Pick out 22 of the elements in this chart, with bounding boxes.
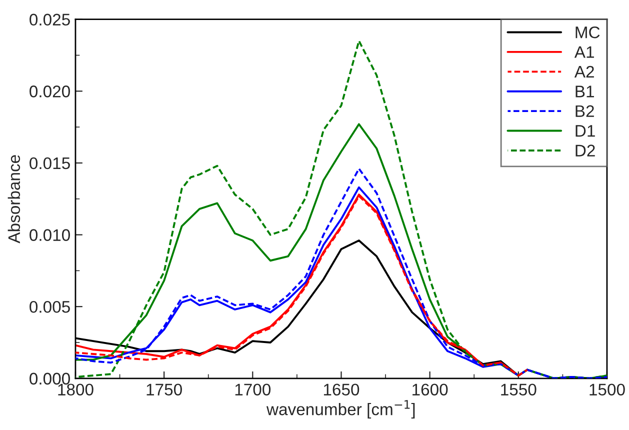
- x-tick-label: 1800: [58, 384, 94, 396]
- x-tick-label: 1650: [324, 384, 360, 396]
- legend-label: D2: [576, 144, 595, 156]
- legend-label: B2: [576, 105, 594, 117]
- y-tick-label: 0.020: [30, 86, 70, 98]
- x-tick-label: 1700: [235, 384, 271, 396]
- y-tick-label: 0.025: [30, 14, 70, 26]
- x-tick-label: 1550: [501, 384, 536, 396]
- y-tick-label: 0.005: [30, 300, 70, 313]
- y-axis-title: Absorbance: [8, 155, 20, 244]
- legend-label: A2: [574, 66, 594, 78]
- legend-label: MC: [576, 26, 600, 38]
- x-tick-label: 1750: [146, 384, 182, 396]
- legend-label: B1: [576, 86, 594, 98]
- x-tick-label: 1500: [590, 384, 625, 396]
- x-tick-label: 1600: [412, 384, 448, 396]
- y-tick-label: 0.010: [30, 229, 70, 241]
- x-axis-title: wavenumber [cm$^{−1}$]: [266, 400, 415, 419]
- y-tick-label: 0.000: [30, 372, 70, 385]
- y-tick-label: 0.015: [30, 157, 70, 170]
- legend-label: A1: [574, 46, 594, 58]
- legend-label: D1: [576, 125, 595, 137]
